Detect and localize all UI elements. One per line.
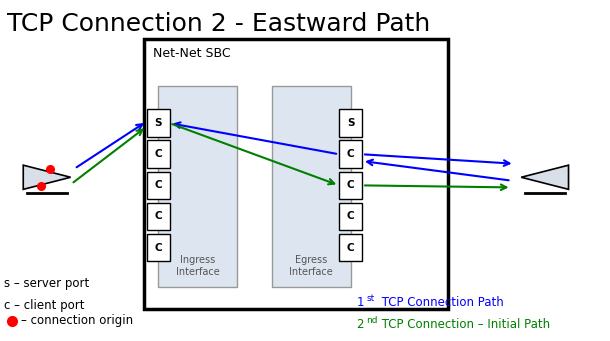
FancyBboxPatch shape [144, 39, 448, 309]
Text: c – client port: c – client port [4, 299, 85, 312]
Text: Egress
Interface: Egress Interface [289, 255, 333, 277]
FancyBboxPatch shape [146, 140, 170, 168]
FancyBboxPatch shape [158, 86, 237, 287]
Text: s – server port: s – server port [4, 277, 90, 290]
FancyBboxPatch shape [146, 203, 170, 231]
Text: TCP Connection 2 - Eastward Path: TCP Connection 2 - Eastward Path [7, 12, 431, 35]
Text: 1: 1 [357, 296, 364, 309]
Text: – connection origin: – connection origin [21, 314, 134, 327]
Polygon shape [521, 165, 569, 189]
Text: C: C [346, 149, 354, 159]
FancyBboxPatch shape [339, 172, 362, 199]
Text: C: C [154, 180, 162, 190]
Text: Ingress
Interface: Ingress Interface [176, 255, 220, 277]
Text: S: S [154, 118, 162, 128]
Text: TCP Connection Path: TCP Connection Path [378, 296, 504, 309]
Text: Net-Net SBC: Net-Net SBC [153, 47, 231, 60]
Text: C: C [346, 211, 354, 222]
Text: C: C [346, 180, 354, 190]
FancyBboxPatch shape [339, 140, 362, 168]
Text: C: C [154, 242, 162, 253]
Text: st: st [367, 294, 375, 303]
Text: C: C [346, 242, 354, 253]
Text: TCP Connection – Initial Path: TCP Connection – Initial Path [378, 317, 551, 331]
Text: C: C [154, 149, 162, 159]
FancyBboxPatch shape [271, 86, 351, 287]
FancyBboxPatch shape [339, 234, 362, 262]
FancyBboxPatch shape [146, 234, 170, 262]
FancyBboxPatch shape [146, 172, 170, 199]
FancyBboxPatch shape [146, 109, 170, 137]
FancyBboxPatch shape [339, 203, 362, 231]
Text: S: S [347, 118, 354, 128]
Text: nd: nd [367, 316, 378, 325]
Polygon shape [23, 165, 71, 189]
FancyBboxPatch shape [339, 109, 362, 137]
Text: 2: 2 [357, 317, 364, 331]
Text: C: C [154, 211, 162, 222]
